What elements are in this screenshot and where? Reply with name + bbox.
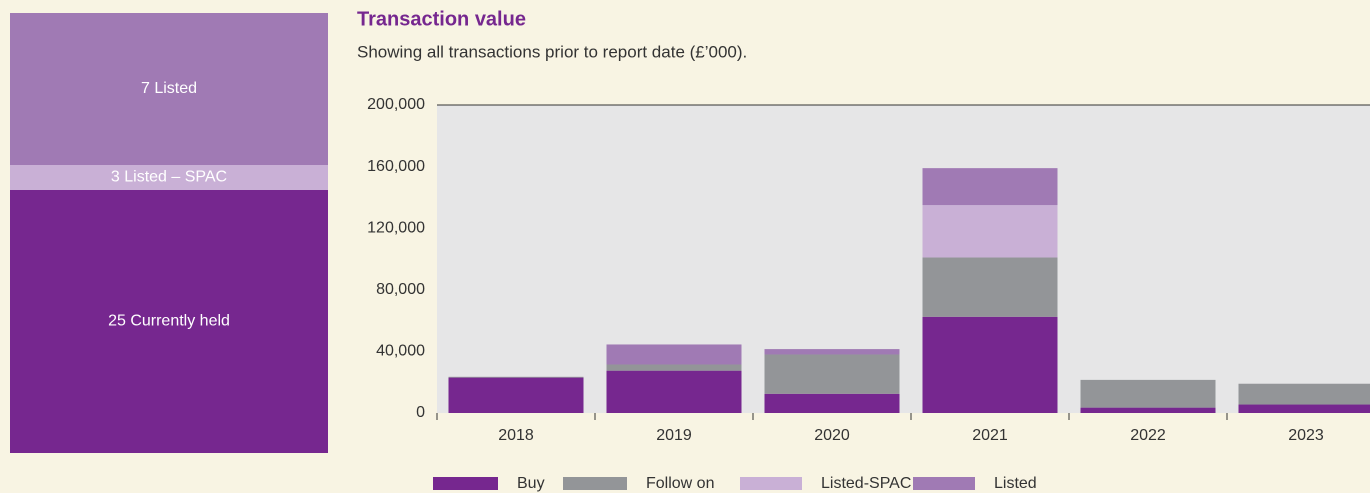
legend-swatch [563, 477, 627, 490]
bar-segment [922, 257, 1058, 317]
y-tick-label: 160,000 [367, 158, 425, 175]
bar-segment [448, 377, 584, 413]
bar-segment [922, 205, 1058, 258]
chart-subtitle: Showing all transactions prior to report… [357, 42, 747, 61]
legend-label: Follow on [646, 475, 714, 492]
panel-label: 25 Currently held [108, 313, 230, 330]
panel-segment [10, 190, 328, 453]
x-tick-label: 2019 [656, 427, 692, 444]
panel-segment [10, 165, 328, 190]
bar-segment [764, 354, 900, 394]
bar-segment [606, 364, 742, 371]
panel-label: 3 Listed – SPAC [111, 169, 227, 186]
x-tick-label: 2023 [1288, 427, 1324, 444]
y-tick-label: 80,000 [376, 281, 425, 298]
y-tick-label: 200,000 [367, 96, 425, 113]
x-tick-label: 2020 [814, 427, 850, 444]
legend-label: Listed-SPAC [821, 475, 911, 492]
plot-area [437, 105, 1370, 413]
panel-segment [10, 13, 328, 165]
bar-segment [764, 393, 900, 413]
x-tick-label: 2021 [972, 427, 1008, 444]
y-tick-label: 120,000 [367, 219, 425, 236]
bar-segment [606, 344, 742, 365]
y-tick-label: 0 [416, 404, 425, 421]
x-tick-label: 2022 [1130, 427, 1166, 444]
bar-segment [922, 316, 1058, 413]
y-tick-label: 40,000 [376, 343, 425, 360]
bar-segment [448, 376, 584, 378]
bar-segment [1080, 407, 1216, 413]
chart-title: Transaction value [357, 8, 526, 30]
bar-segment [606, 370, 742, 413]
x-tick-label: 2018 [498, 427, 534, 444]
legend-swatch [740, 477, 802, 490]
bar-segment [1238, 404, 1370, 413]
legend-label: Buy [517, 475, 545, 492]
legend-label: Listed [994, 475, 1037, 492]
bar-segment [764, 349, 900, 355]
legend-swatch [913, 477, 975, 490]
panel-label: 7 Listed [141, 80, 197, 97]
bar-segment [1080, 379, 1216, 408]
bar-segment [1238, 383, 1370, 405]
legend-swatch [433, 477, 498, 490]
bar-segment [922, 168, 1058, 206]
